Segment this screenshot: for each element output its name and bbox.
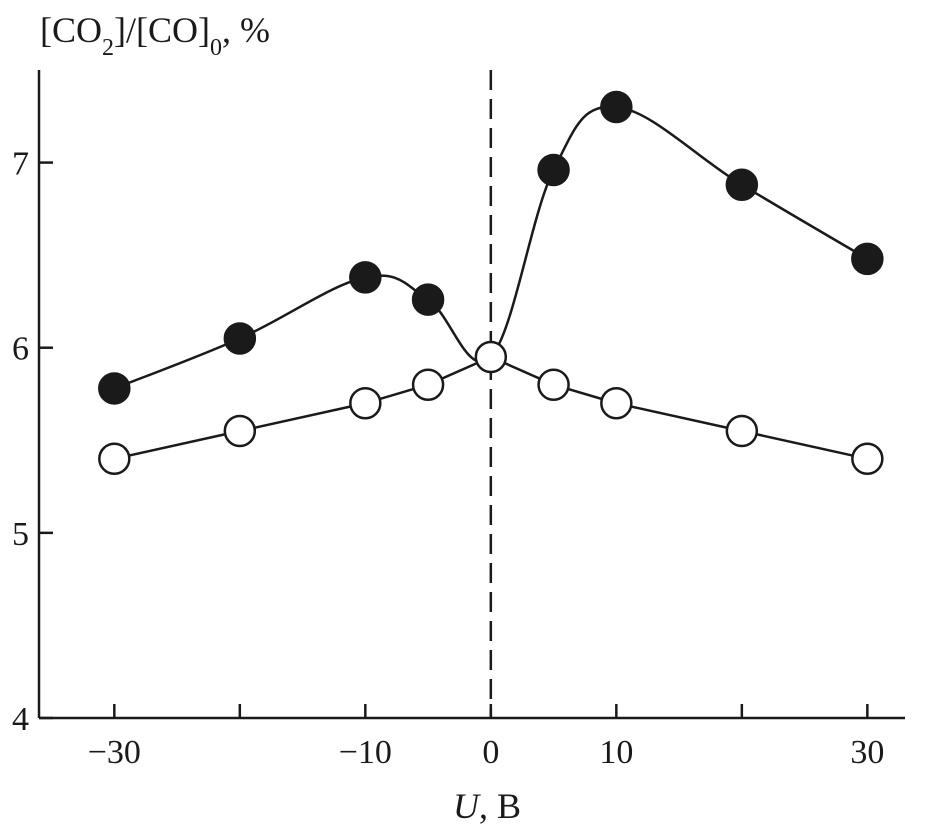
open-data-point — [851, 442, 884, 476]
open-data-point — [349, 387, 382, 420]
filled-data-point — [223, 322, 257, 355]
x-tick-label: −10 — [339, 734, 392, 771]
x-tick-label: −30 — [88, 734, 141, 771]
filled-data-point — [851, 242, 884, 276]
open-data-point — [600, 387, 633, 420]
x-tick-label: 10 — [599, 734, 633, 771]
open-data-point — [537, 368, 570, 401]
y-tick-label: 7 — [12, 146, 29, 183]
filled-series-line — [113, 105, 868, 390]
open-data-point — [223, 414, 257, 448]
filled-data-point — [600, 90, 633, 124]
filled-data-point — [349, 261, 382, 294]
y-tick-label: 6 — [12, 331, 29, 368]
open-data-point — [725, 414, 759, 448]
filled-data-point — [411, 283, 445, 316]
y-tick-label: 4 — [12, 701, 29, 738]
y-axis-title: [CO2]/[CO]0, % — [40, 10, 270, 61]
filled-data-point — [725, 168, 759, 202]
open-data-point — [411, 368, 445, 401]
open-data-point — [98, 442, 131, 476]
x-tick-label: 0 — [482, 734, 499, 771]
x-tick-label: 30 — [850, 734, 884, 771]
x-axis-title: U, В — [453, 786, 521, 826]
filled-data-point — [98, 372, 131, 405]
y-tick-label: 5 — [12, 516, 29, 553]
filled-data-point — [537, 153, 570, 187]
series-markers — [98, 90, 884, 476]
open-data-point — [474, 340, 508, 374]
axes: −30 −10 0 10 30 4 5 6 7 — [12, 70, 905, 771]
axis-labels: [CO2]/[CO]0, % U, В — [40, 10, 521, 826]
